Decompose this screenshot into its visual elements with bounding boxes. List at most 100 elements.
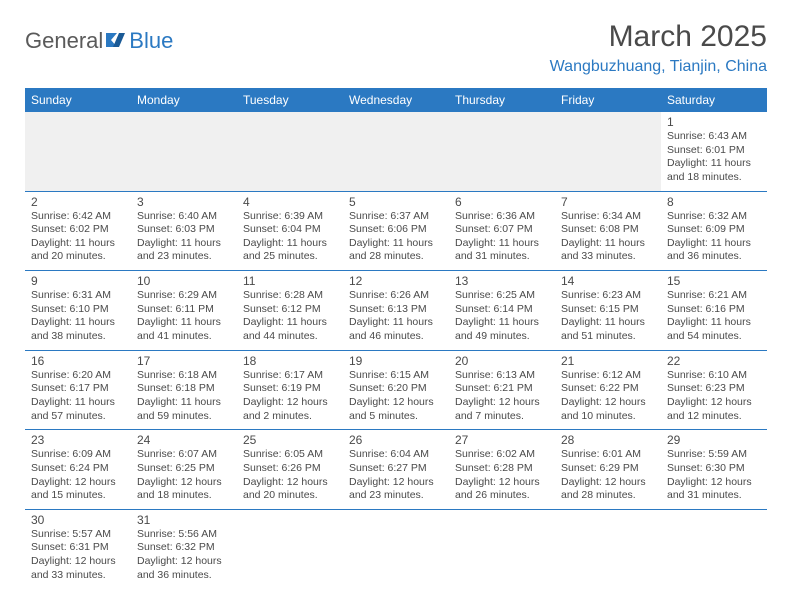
- calendar-cell: 16Sunrise: 6:20 AMSunset: 6:17 PMDayligh…: [25, 350, 131, 430]
- day-info: Sunrise: 6:21 AMSunset: 6:16 PMDaylight:…: [667, 289, 761, 344]
- day-info: Sunrise: 6:09 AMSunset: 6:24 PMDaylight:…: [31, 448, 125, 503]
- weekday-header: Saturday: [661, 88, 767, 112]
- day-number: 8: [667, 195, 761, 209]
- calendar-cell: 8Sunrise: 6:32 AMSunset: 6:09 PMDaylight…: [661, 191, 767, 271]
- day-info: Sunrise: 6:04 AMSunset: 6:27 PMDaylight:…: [349, 448, 443, 503]
- calendar-cell: [343, 112, 449, 191]
- day-number: 30: [31, 513, 125, 527]
- logo: General Blue: [25, 28, 173, 54]
- day-info: Sunrise: 6:40 AMSunset: 6:03 PMDaylight:…: [137, 210, 231, 265]
- day-info: Sunrise: 6:31 AMSunset: 6:10 PMDaylight:…: [31, 289, 125, 344]
- day-info: Sunrise: 6:17 AMSunset: 6:19 PMDaylight:…: [243, 369, 337, 424]
- day-number: 27: [455, 433, 549, 447]
- day-info: Sunrise: 6:32 AMSunset: 6:09 PMDaylight:…: [667, 210, 761, 265]
- calendar-cell: 27Sunrise: 6:02 AMSunset: 6:28 PMDayligh…: [449, 430, 555, 510]
- calendar-cell: [661, 509, 767, 588]
- calendar-cell: 11Sunrise: 6:28 AMSunset: 6:12 PMDayligh…: [237, 271, 343, 351]
- day-number: 24: [137, 433, 231, 447]
- calendar-cell: 15Sunrise: 6:21 AMSunset: 6:16 PMDayligh…: [661, 271, 767, 351]
- day-info: Sunrise: 5:57 AMSunset: 6:31 PMDaylight:…: [31, 528, 125, 583]
- day-number: 28: [561, 433, 655, 447]
- day-number: 11: [243, 274, 337, 288]
- flag-icon: [105, 31, 127, 52]
- weekday-header-row: Sunday Monday Tuesday Wednesday Thursday…: [25, 88, 767, 112]
- calendar-cell: 23Sunrise: 6:09 AMSunset: 6:24 PMDayligh…: [25, 430, 131, 510]
- day-number: 21: [561, 354, 655, 368]
- calendar-cell: 18Sunrise: 6:17 AMSunset: 6:19 PMDayligh…: [237, 350, 343, 430]
- calendar-cell: 14Sunrise: 6:23 AMSunset: 6:15 PMDayligh…: [555, 271, 661, 351]
- calendar-cell: [555, 112, 661, 191]
- calendar-cell: [131, 112, 237, 191]
- day-info: Sunrise: 5:59 AMSunset: 6:30 PMDaylight:…: [667, 448, 761, 503]
- day-number: 18: [243, 354, 337, 368]
- day-number: 25: [243, 433, 337, 447]
- day-info: Sunrise: 6:07 AMSunset: 6:25 PMDaylight:…: [137, 448, 231, 503]
- weekday-header: Tuesday: [237, 88, 343, 112]
- day-info: Sunrise: 6:05 AMSunset: 6:26 PMDaylight:…: [243, 448, 337, 503]
- calendar-cell: [449, 509, 555, 588]
- title-block: March 2025 Wangbuzhuang, Tianjin, China: [550, 20, 767, 76]
- day-info: Sunrise: 6:15 AMSunset: 6:20 PMDaylight:…: [349, 369, 443, 424]
- calendar-table: Sunday Monday Tuesday Wednesday Thursday…: [25, 88, 767, 588]
- day-info: Sunrise: 6:43 AMSunset: 6:01 PMDaylight:…: [667, 130, 761, 185]
- day-info: Sunrise: 6:18 AMSunset: 6:18 PMDaylight:…: [137, 369, 231, 424]
- day-info: Sunrise: 5:56 AMSunset: 6:32 PMDaylight:…: [137, 528, 231, 583]
- day-info: Sunrise: 6:28 AMSunset: 6:12 PMDaylight:…: [243, 289, 337, 344]
- weekday-header: Sunday: [25, 88, 131, 112]
- day-info: Sunrise: 6:25 AMSunset: 6:14 PMDaylight:…: [455, 289, 549, 344]
- day-number: 2: [31, 195, 125, 209]
- calendar-cell: 3Sunrise: 6:40 AMSunset: 6:03 PMDaylight…: [131, 191, 237, 271]
- weekday-header: Friday: [555, 88, 661, 112]
- calendar-row: 1Sunrise: 6:43 AMSunset: 6:01 PMDaylight…: [25, 112, 767, 191]
- day-number: 13: [455, 274, 549, 288]
- day-number: 3: [137, 195, 231, 209]
- location-text: Wangbuzhuang, Tianjin, China: [550, 58, 767, 76]
- day-number: 31: [137, 513, 231, 527]
- day-number: 16: [31, 354, 125, 368]
- day-info: Sunrise: 6:12 AMSunset: 6:22 PMDaylight:…: [561, 369, 655, 424]
- day-info: Sunrise: 6:02 AMSunset: 6:28 PMDaylight:…: [455, 448, 549, 503]
- calendar-cell: 20Sunrise: 6:13 AMSunset: 6:21 PMDayligh…: [449, 350, 555, 430]
- day-info: Sunrise: 6:36 AMSunset: 6:07 PMDaylight:…: [455, 210, 549, 265]
- calendar-cell: 30Sunrise: 5:57 AMSunset: 6:31 PMDayligh…: [25, 509, 131, 588]
- day-number: 6: [455, 195, 549, 209]
- weekday-header: Wednesday: [343, 88, 449, 112]
- day-info: Sunrise: 6:01 AMSunset: 6:29 PMDaylight:…: [561, 448, 655, 503]
- calendar-cell: [449, 112, 555, 191]
- day-number: 15: [667, 274, 761, 288]
- calendar-cell: [237, 112, 343, 191]
- day-number: 20: [455, 354, 549, 368]
- calendar-cell: [343, 509, 449, 588]
- calendar-cell: 4Sunrise: 6:39 AMSunset: 6:04 PMDaylight…: [237, 191, 343, 271]
- day-number: 23: [31, 433, 125, 447]
- day-info: Sunrise: 6:29 AMSunset: 6:11 PMDaylight:…: [137, 289, 231, 344]
- calendar-cell: 24Sunrise: 6:07 AMSunset: 6:25 PMDayligh…: [131, 430, 237, 510]
- calendar-row: 16Sunrise: 6:20 AMSunset: 6:17 PMDayligh…: [25, 350, 767, 430]
- weekday-header: Thursday: [449, 88, 555, 112]
- day-number: 9: [31, 274, 125, 288]
- calendar-cell: [237, 509, 343, 588]
- day-info: Sunrise: 6:13 AMSunset: 6:21 PMDaylight:…: [455, 369, 549, 424]
- calendar-cell: 22Sunrise: 6:10 AMSunset: 6:23 PMDayligh…: [661, 350, 767, 430]
- calendar-cell: 2Sunrise: 6:42 AMSunset: 6:02 PMDaylight…: [25, 191, 131, 271]
- calendar-cell: 17Sunrise: 6:18 AMSunset: 6:18 PMDayligh…: [131, 350, 237, 430]
- month-title: March 2025: [550, 20, 767, 54]
- calendar-cell: 28Sunrise: 6:01 AMSunset: 6:29 PMDayligh…: [555, 430, 661, 510]
- calendar-cell: [555, 509, 661, 588]
- day-info: Sunrise: 6:37 AMSunset: 6:06 PMDaylight:…: [349, 210, 443, 265]
- day-info: Sunrise: 6:10 AMSunset: 6:23 PMDaylight:…: [667, 369, 761, 424]
- day-number: 17: [137, 354, 231, 368]
- day-info: Sunrise: 6:20 AMSunset: 6:17 PMDaylight:…: [31, 369, 125, 424]
- logo-text-general: General: [25, 28, 103, 54]
- calendar-cell: 31Sunrise: 5:56 AMSunset: 6:32 PMDayligh…: [131, 509, 237, 588]
- day-number: 4: [243, 195, 337, 209]
- day-number: 19: [349, 354, 443, 368]
- calendar-row: 30Sunrise: 5:57 AMSunset: 6:31 PMDayligh…: [25, 509, 767, 588]
- calendar-cell: 6Sunrise: 6:36 AMSunset: 6:07 PMDaylight…: [449, 191, 555, 271]
- day-number: 26: [349, 433, 443, 447]
- day-number: 1: [667, 115, 761, 129]
- calendar-cell: 1Sunrise: 6:43 AMSunset: 6:01 PMDaylight…: [661, 112, 767, 191]
- day-info: Sunrise: 6:26 AMSunset: 6:13 PMDaylight:…: [349, 289, 443, 344]
- day-number: 12: [349, 274, 443, 288]
- day-number: 5: [349, 195, 443, 209]
